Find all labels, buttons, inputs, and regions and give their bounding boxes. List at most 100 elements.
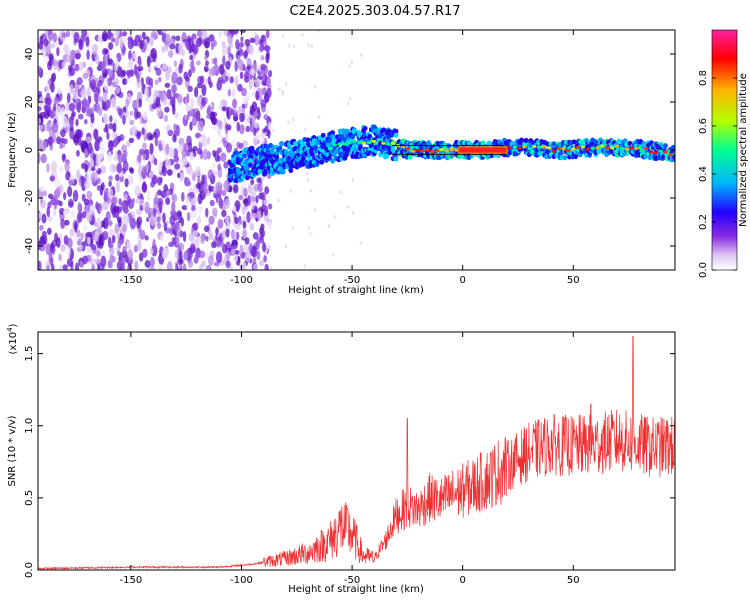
heatmap-cell <box>185 115 190 121</box>
heatmap-cell <box>150 181 155 188</box>
heatmap-cell <box>110 37 116 43</box>
heatmap-cell <box>190 97 194 110</box>
heatmap-cell <box>166 169 173 176</box>
heatmap-cell <box>243 49 248 60</box>
heatmap-cell <box>85 36 90 47</box>
heatmap-cell <box>157 176 163 186</box>
heatmap-cell <box>80 162 86 170</box>
heatmap-cell <box>196 215 202 225</box>
heatmap-cell <box>242 261 247 270</box>
heatmap-cell <box>122 245 127 253</box>
heatmap-cell <box>191 116 198 127</box>
heatmap-cell <box>185 181 192 187</box>
heatmap-cell <box>83 198 90 206</box>
spectrogram-frame <box>37 29 676 271</box>
heatmap-cell <box>207 255 214 267</box>
heatmap-cell <box>181 191 185 202</box>
heatmap-cell <box>225 124 232 131</box>
heatmap-cell <box>80 88 87 99</box>
snr-xtick-label: -150 <box>120 575 143 586</box>
heatmap-core <box>337 142 342 146</box>
heatmap-cell <box>207 75 212 85</box>
heatmap-cell <box>217 163 222 171</box>
heatmap-cell <box>289 188 293 193</box>
heatmap-cell <box>213 57 218 66</box>
heatmap-cell <box>126 241 132 251</box>
heatmap-cell <box>339 133 345 140</box>
heatmap-core <box>517 146 522 150</box>
heatmap-cell <box>359 53 363 58</box>
heatmap-cell <box>146 46 151 53</box>
snr-scale-base: (x10 <box>8 332 19 355</box>
heatmap-cell <box>116 162 122 174</box>
heatmap-cell <box>68 55 73 63</box>
heatmap-cell <box>70 209 76 219</box>
heatmap-cell <box>348 64 351 69</box>
heatmap-cell <box>115 173 120 182</box>
heatmap-cell <box>117 239 122 249</box>
heatmap-cell <box>206 266 211 270</box>
heatmap-cell <box>64 219 70 226</box>
heatmap-cell <box>85 109 93 117</box>
heatmap-cell <box>202 148 209 161</box>
heatmap-core <box>658 149 664 153</box>
heatmap-core <box>551 149 556 153</box>
snr-panel: -150 -100 -50 0 50 0.0 0.5 1.0 1.5 Height of str… <box>6 323 676 595</box>
heatmap-cell <box>146 55 151 68</box>
heatmap-cell <box>59 264 64 270</box>
heatmap-cell <box>182 263 187 270</box>
heatmap-cell <box>139 204 143 211</box>
heatmap-cell <box>136 131 141 140</box>
heatmap-cell <box>135 98 140 110</box>
snr-xtick-label: 50 <box>567 575 580 586</box>
spectrogram-xtick-label: 50 <box>567 275 580 286</box>
heatmap-cell <box>49 175 56 182</box>
heatmap-cell <box>45 101 51 111</box>
heatmap-cell <box>253 31 257 36</box>
heatmap-cell <box>188 233 194 242</box>
heatmap-cell <box>48 53 54 61</box>
heatmap-cell <box>89 158 94 168</box>
heatmap-cell <box>76 168 80 178</box>
heatmap-cell <box>285 244 288 249</box>
heatmap-cell <box>347 204 350 209</box>
heatmap-cell <box>245 174 250 181</box>
heatmap-core <box>449 147 454 151</box>
heatmap-cell <box>93 103 97 112</box>
heatmap-cell <box>85 136 92 144</box>
heatmap-cell <box>109 246 117 257</box>
heatmap-cell <box>136 111 142 119</box>
heatmap-cell <box>93 230 99 242</box>
heatmap-cell <box>238 194 244 201</box>
heatmap-cell <box>129 167 135 174</box>
heatmap-cell <box>68 179 74 186</box>
heatmap-core <box>653 151 659 155</box>
heatmap-cell <box>256 130 260 141</box>
heatmap-cell <box>163 184 168 192</box>
heatmap-cell <box>257 168 263 175</box>
heatmap-cell <box>146 189 151 202</box>
heatmap-cell <box>176 210 182 217</box>
heatmap-cell <box>66 123 71 134</box>
heatmap-cell <box>231 230 237 240</box>
heatmap-core <box>332 143 338 147</box>
heatmap-cell <box>81 193 86 202</box>
heatmap-cell <box>309 188 313 193</box>
heatmap-cell <box>192 145 198 152</box>
heatmap-cell <box>551 141 557 147</box>
heatmap-cell <box>248 157 253 164</box>
heatmap-cell <box>117 107 123 116</box>
heatmap-cell <box>281 33 285 38</box>
heatmap-cell <box>238 219 243 225</box>
heatmap-cell <box>266 109 269 114</box>
heatmap-cell <box>87 236 91 245</box>
heatmap-cell <box>78 137 82 147</box>
heatmap-cell <box>246 211 251 223</box>
heatmap-cell <box>252 257 257 265</box>
heatmap-cell <box>76 211 83 223</box>
heatmap-cell <box>171 237 175 246</box>
heatmap-cell <box>166 261 173 270</box>
heatmap-cell <box>176 76 183 86</box>
heatmap-cell <box>123 205 129 215</box>
heatmap-core <box>366 141 372 145</box>
